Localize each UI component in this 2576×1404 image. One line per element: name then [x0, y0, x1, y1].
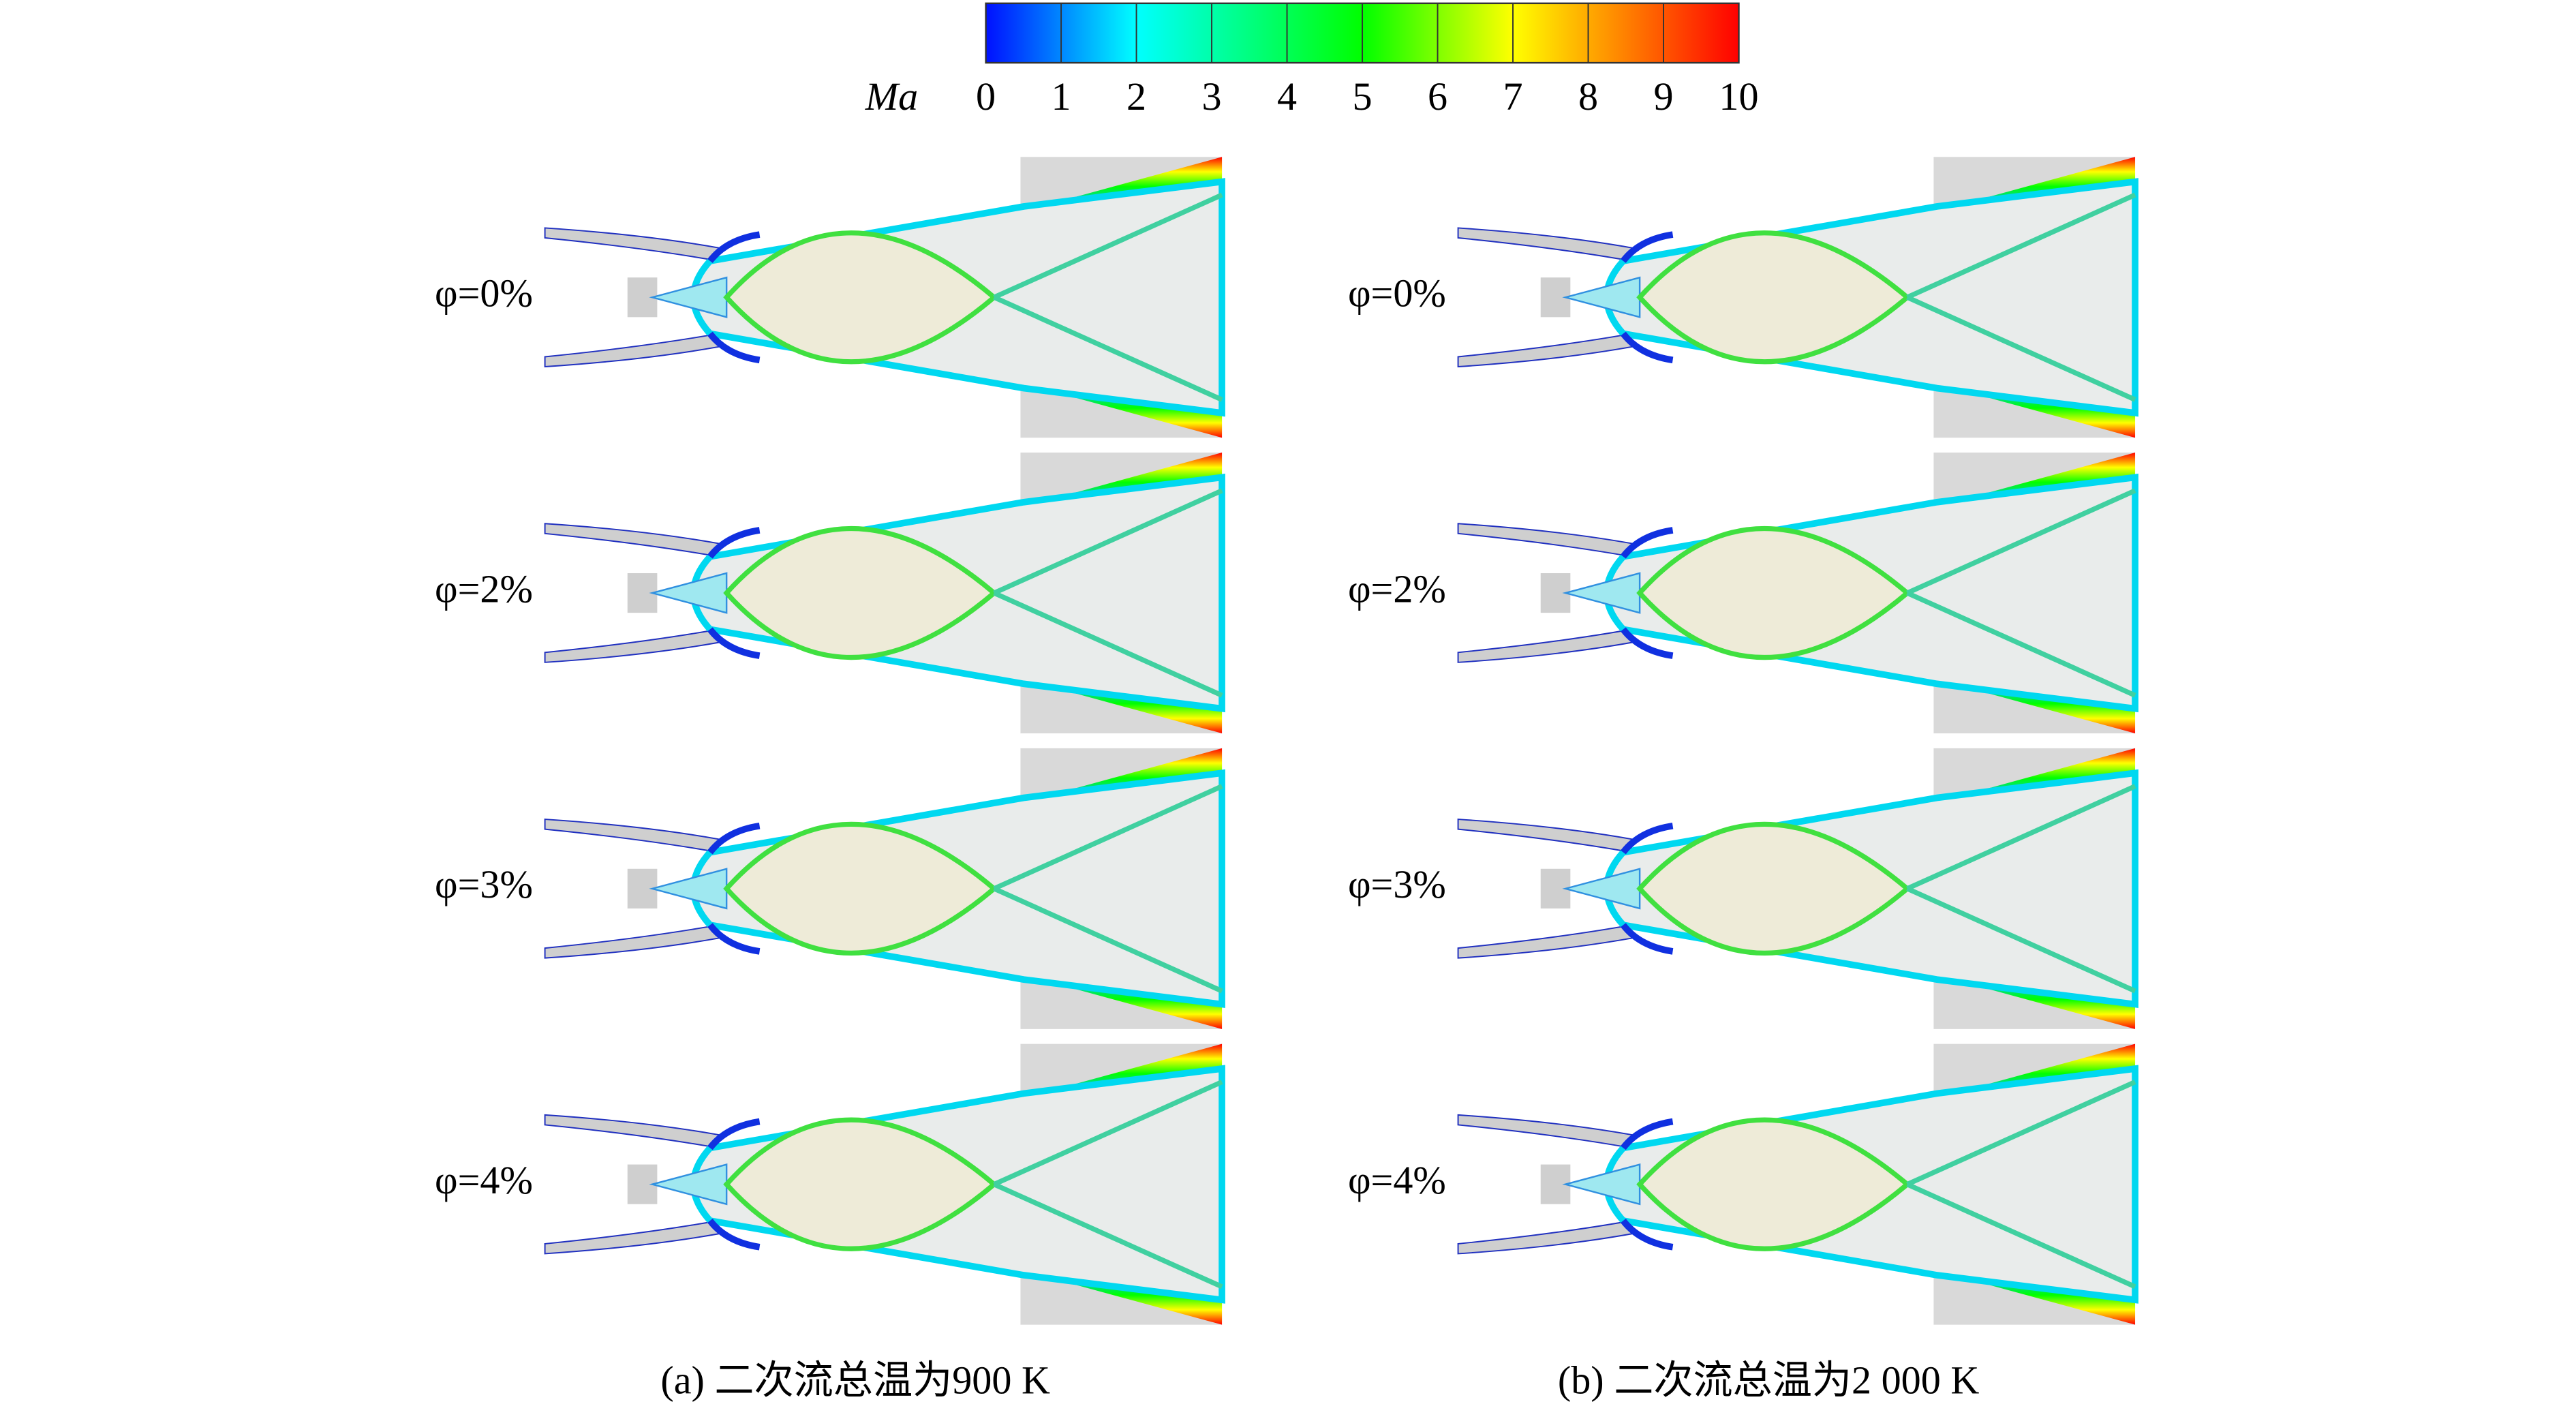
contour-plot [1457, 453, 2138, 734]
contour-plot [544, 1043, 1225, 1325]
jet-boundary-inner [1621, 1118, 1674, 1251]
shock-lines [1906, 488, 2136, 698]
colorbar-tick-label: 1 [1052, 74, 1071, 119]
colorbar-tick-label: 7 [1503, 74, 1522, 119]
jet-boundary-inner [1621, 527, 1674, 659]
jet-boundary [690, 769, 1225, 1008]
contour-plot [544, 453, 1225, 734]
ejector-wall [544, 1219, 720, 1255]
ejector-wall [1457, 333, 1632, 368]
jet-boundary-inner [707, 231, 761, 364]
case-label: φ=2% [1348, 566, 1446, 611]
case-label: φ=3% [435, 862, 533, 906]
ejector-wall [1457, 819, 1632, 853]
expansion-core [1562, 1163, 1641, 1206]
jet-boundary [690, 473, 1225, 713]
expansion-core [649, 572, 728, 614]
case-label: φ=0% [1348, 271, 1446, 316]
colorbar-tick-label: 5 [1353, 74, 1373, 119]
ejector-wall [544, 333, 720, 368]
colorbar-tick-label: 8 [1578, 74, 1598, 119]
shock-lines [1906, 192, 2136, 402]
shock-lines [1906, 1080, 2136, 1289]
case-label: φ=4% [1348, 1158, 1446, 1202]
case-label: φ=0% [435, 271, 533, 316]
expansion-core [1562, 572, 1641, 614]
ejector-wall [1457, 924, 1632, 959]
jet-boundary-inner [1621, 822, 1674, 955]
shock-lines [993, 192, 1223, 402]
colorbar-tick-label: 6 [1428, 74, 1447, 119]
colorbar-tick-label: 10 [1719, 74, 1758, 119]
colorbar-tick-label: 2 [1126, 74, 1146, 119]
colorbar-tick-label: 9 [1653, 74, 1673, 119]
ejector-wall [544, 924, 720, 959]
case-label: φ=3% [1348, 862, 1446, 906]
contour-plot [1457, 1043, 2138, 1325]
ejector-wall [544, 227, 720, 262]
ejector-wall [1457, 1219, 1632, 1255]
jet-boundary [690, 178, 1225, 417]
expansion-core [649, 276, 728, 318]
ejector-wall [1457, 227, 1632, 262]
contour-plot [544, 157, 1225, 438]
shock-lines [993, 488, 1223, 698]
ejector-wall [544, 523, 720, 558]
ejector-wall [544, 819, 720, 853]
jet-boundary [1603, 473, 2138, 713]
shock-lines [993, 1080, 1223, 1289]
contour-plot [1457, 157, 2138, 438]
colorbar-tick-label: 4 [1277, 74, 1297, 119]
jet-boundary-inner [707, 822, 761, 955]
shock-lines [993, 784, 1223, 994]
jet-boundary [1603, 178, 2138, 417]
ejector-wall [544, 628, 720, 663]
expansion-core [1562, 276, 1641, 318]
jet-boundary-inner [707, 1118, 761, 1251]
ejector-wall [1457, 628, 1632, 663]
jet-boundary-inner [707, 527, 761, 659]
ejector-wall [1457, 523, 1632, 558]
panel-caption: (b) 二次流总温为2 000 K [1558, 1358, 1979, 1402]
shock-lines [1906, 784, 2136, 994]
ejector-wall [544, 1114, 720, 1149]
contour-plot [544, 748, 1225, 1029]
colorbar-tick-label: 0 [976, 74, 996, 119]
expansion-core [649, 868, 728, 910]
colorbar-tick-label: 3 [1202, 74, 1222, 119]
expansion-core [1562, 868, 1641, 910]
case-label: φ=4% [435, 1158, 533, 1202]
jet-boundary-inner [1621, 231, 1674, 364]
case-label: φ=2% [435, 566, 533, 611]
contour-plot [1457, 748, 2138, 1029]
panel-caption: (a) 二次流总温为900 K [660, 1358, 1050, 1402]
colorbar-label: Ma [865, 74, 919, 119]
jet-boundary [1603, 769, 2138, 1008]
expansion-core [649, 1163, 728, 1206]
ejector-wall [1457, 1114, 1632, 1149]
